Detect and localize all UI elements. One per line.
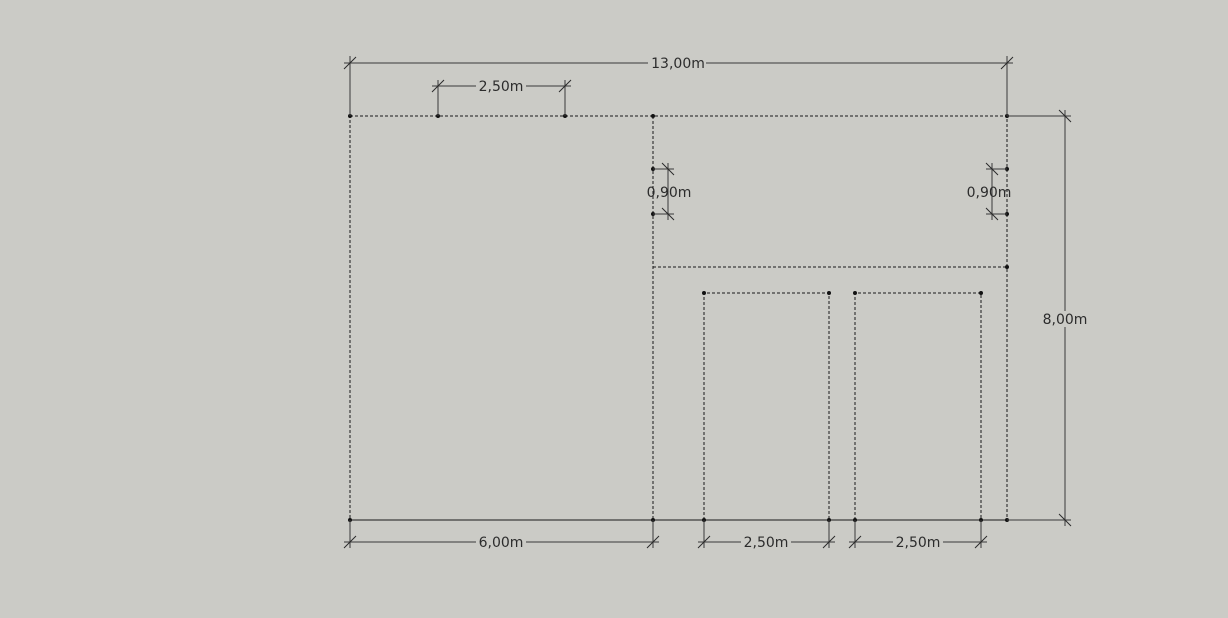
dimension-top-opening: 2,50m	[431, 78, 572, 116]
dimension-label-right-offset: 0,90m	[967, 185, 1012, 201]
dimension-bottom-mid: 2,50m	[697, 520, 836, 551]
vertex	[1005, 265, 1009, 269]
left-bay-outline	[703, 292, 830, 520]
dimension-bottom-right: 2,50m	[848, 520, 988, 551]
outer-rectangle	[349, 115, 1008, 521]
vertex	[979, 291, 983, 295]
dimension-overall-depth: 8,00m	[1007, 109, 1089, 527]
vertex	[702, 291, 706, 295]
dimension-label-bottom-mid: 2,50m	[744, 535, 789, 551]
vertex	[853, 291, 857, 295]
dimension-label-bottom-right: 2,50m	[896, 535, 941, 551]
dimension-overall-width: 13,00m	[343, 55, 1014, 116]
vertex	[827, 291, 831, 295]
dimension-label-left-offset: 0,90m	[647, 185, 692, 201]
dimension-bottom-left: 6,00m	[343, 520, 660, 551]
guide-lines	[349, 115, 1008, 521]
dimension-label-overall-depth: 8,00m	[1043, 312, 1088, 328]
dimension-right-offset: 0,90m	[967, 162, 1012, 221]
dimension-label-overall-width: 13,00m	[651, 56, 705, 72]
dimension-label-top-opening: 2,50m	[479, 79, 524, 95]
dimension-left-offset: 0,90m	[647, 162, 692, 221]
vertex	[651, 114, 655, 118]
dimension-label-bottom-left: 6,00m	[479, 535, 524, 551]
right-bay-outline	[854, 292, 982, 520]
vertex-points	[348, 114, 1009, 522]
